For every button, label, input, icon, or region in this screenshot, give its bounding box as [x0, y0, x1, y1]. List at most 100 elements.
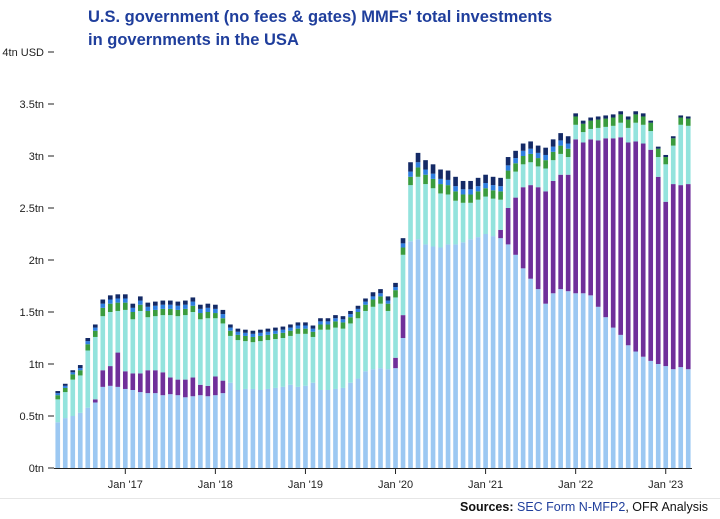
- bar-segment-series-1: [220, 393, 226, 468]
- bar-segment-series-5: [460, 189, 466, 195]
- bar-segment-series-2: [100, 370, 106, 387]
- bar-segment-series-4: [205, 312, 211, 319]
- bar-segment-series-1: [505, 244, 511, 468]
- bar-segment-series-6: [490, 176, 496, 186]
- bar-segment-series-6: [498, 177, 503, 187]
- bar-segment-series-6: [393, 282, 398, 288]
- bar-segment-series-4: [160, 308, 166, 316]
- bar-segment-series-5: [55, 393, 61, 396]
- bar-segment-series-6: [468, 180, 473, 190]
- bar-segment-series-5: [77, 368, 83, 371]
- bar-segment-series-1: [107, 385, 113, 468]
- bar-segment-series-4: [670, 138, 676, 146]
- bar-segment-series-6: [513, 150, 518, 159]
- bar-segment-series-1: [528, 278, 533, 468]
- bar-segment-series-4: [100, 307, 106, 317]
- bar-segment-series-3: [183, 315, 188, 380]
- bar-segment-series-6: [385, 296, 391, 301]
- bar-segment-series-4: [558, 145, 563, 154]
- bar-segment-series-4: [295, 328, 301, 334]
- bar-segment-series-5: [348, 314, 353, 318]
- bar-segment-series-2: [107, 366, 113, 386]
- bar-segment-series-1: [573, 293, 578, 468]
- bar-segment-series-5: [535, 152, 541, 159]
- bar-segment-series-1: [610, 327, 616, 468]
- bar-segment-series-5: [213, 308, 218, 314]
- bar-segment-series-1: [130, 390, 136, 468]
- bar-segment-series-3: [235, 340, 241, 390]
- bar-segment-series-3: [198, 319, 203, 385]
- x-tick-label: Jan '20: [378, 479, 413, 491]
- bar-segment-series-4: [92, 330, 98, 337]
- bar-segment-series-6: [153, 301, 158, 306]
- bar-segment-series-4: [153, 309, 158, 317]
- bar-segment-series-3: [310, 336, 316, 383]
- bar-segment-series-4: [250, 336, 256, 343]
- bar-segment-series-5: [340, 319, 346, 323]
- bar-segment-series-4: [430, 178, 436, 189]
- bar-segment-series-6: [205, 303, 211, 308]
- bar-segment-series-4: [565, 148, 571, 158]
- bar-segment-series-2: [505, 208, 511, 245]
- bar-segment-series-4: [610, 117, 616, 126]
- bar-segment-series-6: [543, 147, 548, 155]
- bar-segment-series-5: [62, 385, 68, 388]
- bar-segment-series-4: [633, 114, 639, 123]
- bar-segment-series-3: [303, 333, 308, 386]
- bar-segment-series-1: [77, 412, 83, 468]
- bar-segment-series-6: [670, 136, 676, 139]
- bar-segment-series-1: [273, 387, 278, 468]
- bar-segment-series-6: [295, 322, 301, 326]
- bar-segment-series-6: [678, 115, 684, 118]
- bar-segment-series-2: [190, 377, 196, 397]
- bar-segment-series-6: [198, 304, 203, 309]
- bar-segment-series-4: [535, 158, 541, 167]
- bar-segment-series-2: [393, 357, 398, 369]
- bar-segment-series-6: [565, 136, 571, 144]
- bar-segment-series-5: [483, 183, 488, 189]
- bar-segment-series-2: [558, 174, 563, 290]
- bar-segment-series-5: [333, 318, 338, 322]
- bar-segment-series-3: [588, 128, 593, 140]
- bar-segment-series-2: [610, 138, 616, 328]
- bar-segment-series-5: [220, 314, 226, 319]
- bar-segment-series-6: [85, 338, 91, 342]
- bar-segment-series-6: [280, 326, 286, 330]
- bar-segment-series-6: [122, 294, 128, 299]
- bar-segment-series-3: [633, 122, 639, 142]
- bar-segment-series-3: [558, 153, 563, 175]
- bar-segment-series-1: [250, 388, 256, 468]
- bar-segment-series-3: [250, 342, 256, 389]
- bar-segment-series-5: [520, 150, 526, 156]
- bar-segment-series-1: [550, 293, 556, 468]
- bar-segment-series-5: [363, 301, 368, 305]
- bar-segment-series-5: [415, 162, 421, 168]
- bar-segment-series-6: [633, 111, 639, 115]
- x-tick-label: Jan '19: [288, 479, 323, 491]
- bar-segment-series-6: [250, 330, 256, 334]
- bar-segment-series-5: [295, 325, 301, 329]
- bar-segment-series-4: [280, 332, 286, 338]
- bar-segment-series-4: [385, 303, 391, 311]
- bar-segment-series-6: [430, 164, 436, 174]
- source-link[interactable]: SEC Form N-MFP2: [516, 500, 626, 514]
- bar-segment-series-4: [400, 247, 406, 255]
- bar-segment-series-2: [588, 139, 593, 296]
- bar-segment-series-1: [430, 246, 436, 468]
- bar-segment-series-4: [318, 324, 323, 330]
- bar-segment-series-6: [363, 298, 368, 302]
- bar-segment-series-6: [348, 310, 353, 315]
- bar-segment-series-5: [153, 305, 158, 310]
- bar-segment-series-4: [663, 157, 669, 165]
- bar-segment-series-4: [115, 302, 121, 311]
- bar-segment-series-6: [558, 133, 563, 141]
- bar-segment-series-5: [408, 171, 413, 177]
- bar-segment-series-3: [618, 122, 624, 138]
- bar-segment-series-6: [220, 309, 226, 315]
- bar-segment-series-3: [243, 341, 248, 389]
- bar-segment-series-3: [280, 338, 286, 387]
- bar-segment-series-2: [670, 184, 676, 370]
- bar-segment-series-6: [137, 296, 143, 301]
- bar-segment-series-1: [670, 369, 676, 468]
- bar-segment-series-2: [580, 142, 586, 294]
